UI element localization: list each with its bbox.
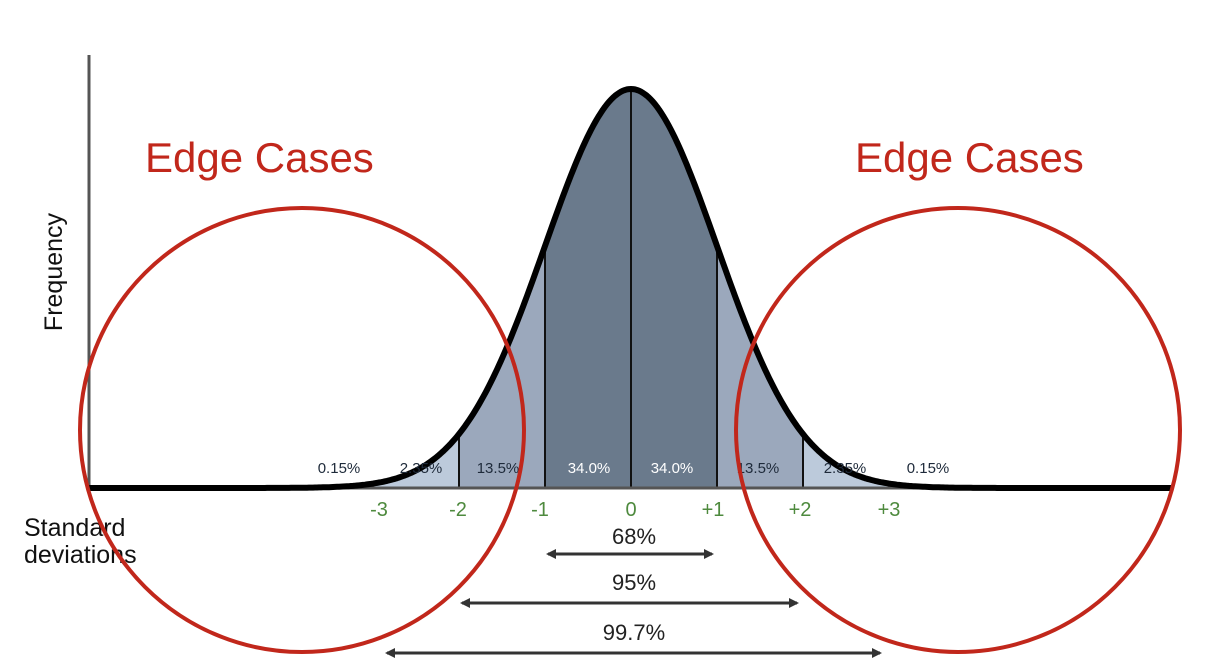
segment-label-5: 34.0% (651, 460, 694, 477)
y-axis-label: Frequency (40, 212, 68, 331)
segment-fill-5 (631, 89, 717, 488)
tick-label-minus-1: -1 (531, 499, 549, 521)
segment-label-3: 13.5% (477, 460, 520, 477)
range-label-99-7: 99.7% (603, 620, 665, 645)
segment-label-2: 2.35% (400, 460, 443, 477)
x-axis-label-line1: Standard (24, 514, 125, 542)
left-edge-circle (78, 206, 526, 654)
segment-fill-4 (545, 89, 631, 488)
sigma-dividers (372, 89, 890, 488)
normal-curve (88, 86, 1172, 491)
right-edge-cases-label: Edge Cases (855, 134, 1084, 181)
tick-label-minus-3: -3 (370, 499, 388, 521)
range-label-95: 95% (612, 570, 656, 595)
segment-label-7: 2.35% (824, 460, 867, 477)
tick-label-plus-2: +2 (789, 499, 812, 521)
segment-fill-2 (373, 434, 459, 488)
sigma-tick-labels: -3 -2 -1 0 +1 +2 +3 (370, 499, 900, 521)
tick-label-minus-2: -2 (449, 499, 467, 521)
segment-label-8: 0.15% (907, 460, 950, 477)
segment-label-1: 0.15% (318, 460, 361, 477)
tick-label-plus-1: +1 (702, 499, 725, 521)
tick-label-0: 0 (625, 499, 636, 521)
range-label-68: 68% (612, 524, 656, 549)
tick-label-plus-3: +3 (878, 499, 901, 521)
left-edge-cases-label: Edge Cases (145, 134, 374, 181)
segment-label-6: 13.5% (737, 460, 780, 477)
segment-label-4: 34.0% (568, 460, 611, 477)
right-edge-circle (734, 206, 1182, 654)
segment-labels: 0.15% 2.35% 13.5% 34.0% 34.0% 13.5% 2.35… (318, 460, 950, 477)
range-arrows: 68% 95% 99.7% (385, 524, 882, 658)
segment-fill-7 (803, 434, 889, 488)
